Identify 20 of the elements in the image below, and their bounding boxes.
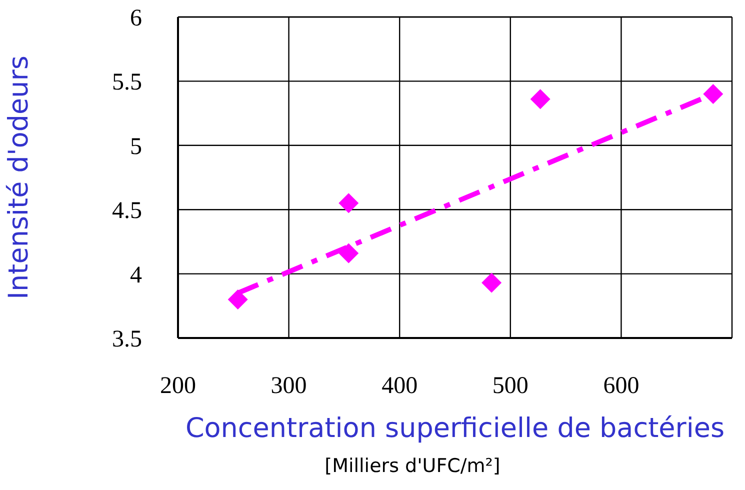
x-tick-label: 600 [603,373,640,400]
y-tick-label: 4.5 [112,198,142,224]
y-axis-title: Intensité d'odeurs [4,56,35,300]
x-tick-label: 400 [382,373,418,400]
y-tick-label: 3.5 [112,326,142,353]
point [530,89,550,110]
x-tick-label: 500 [492,373,528,400]
point [228,289,248,310]
point [338,193,359,214]
y-tick-label: 4 [130,262,142,288]
text: [Milliers d'UFC/m²] [324,455,502,477]
x-axis-title: Concentration superficielle de bactéries [185,413,725,444]
y-tick-label: 5 [130,134,142,160]
point [703,84,724,104]
y-tick-label: 6 [130,6,142,32]
x-tick-label: 300 [270,373,307,400]
point [482,272,502,293]
y-tick-label: 5.5 [112,70,142,96]
point [338,243,359,264]
x-tick-label: 200 [160,373,196,400]
